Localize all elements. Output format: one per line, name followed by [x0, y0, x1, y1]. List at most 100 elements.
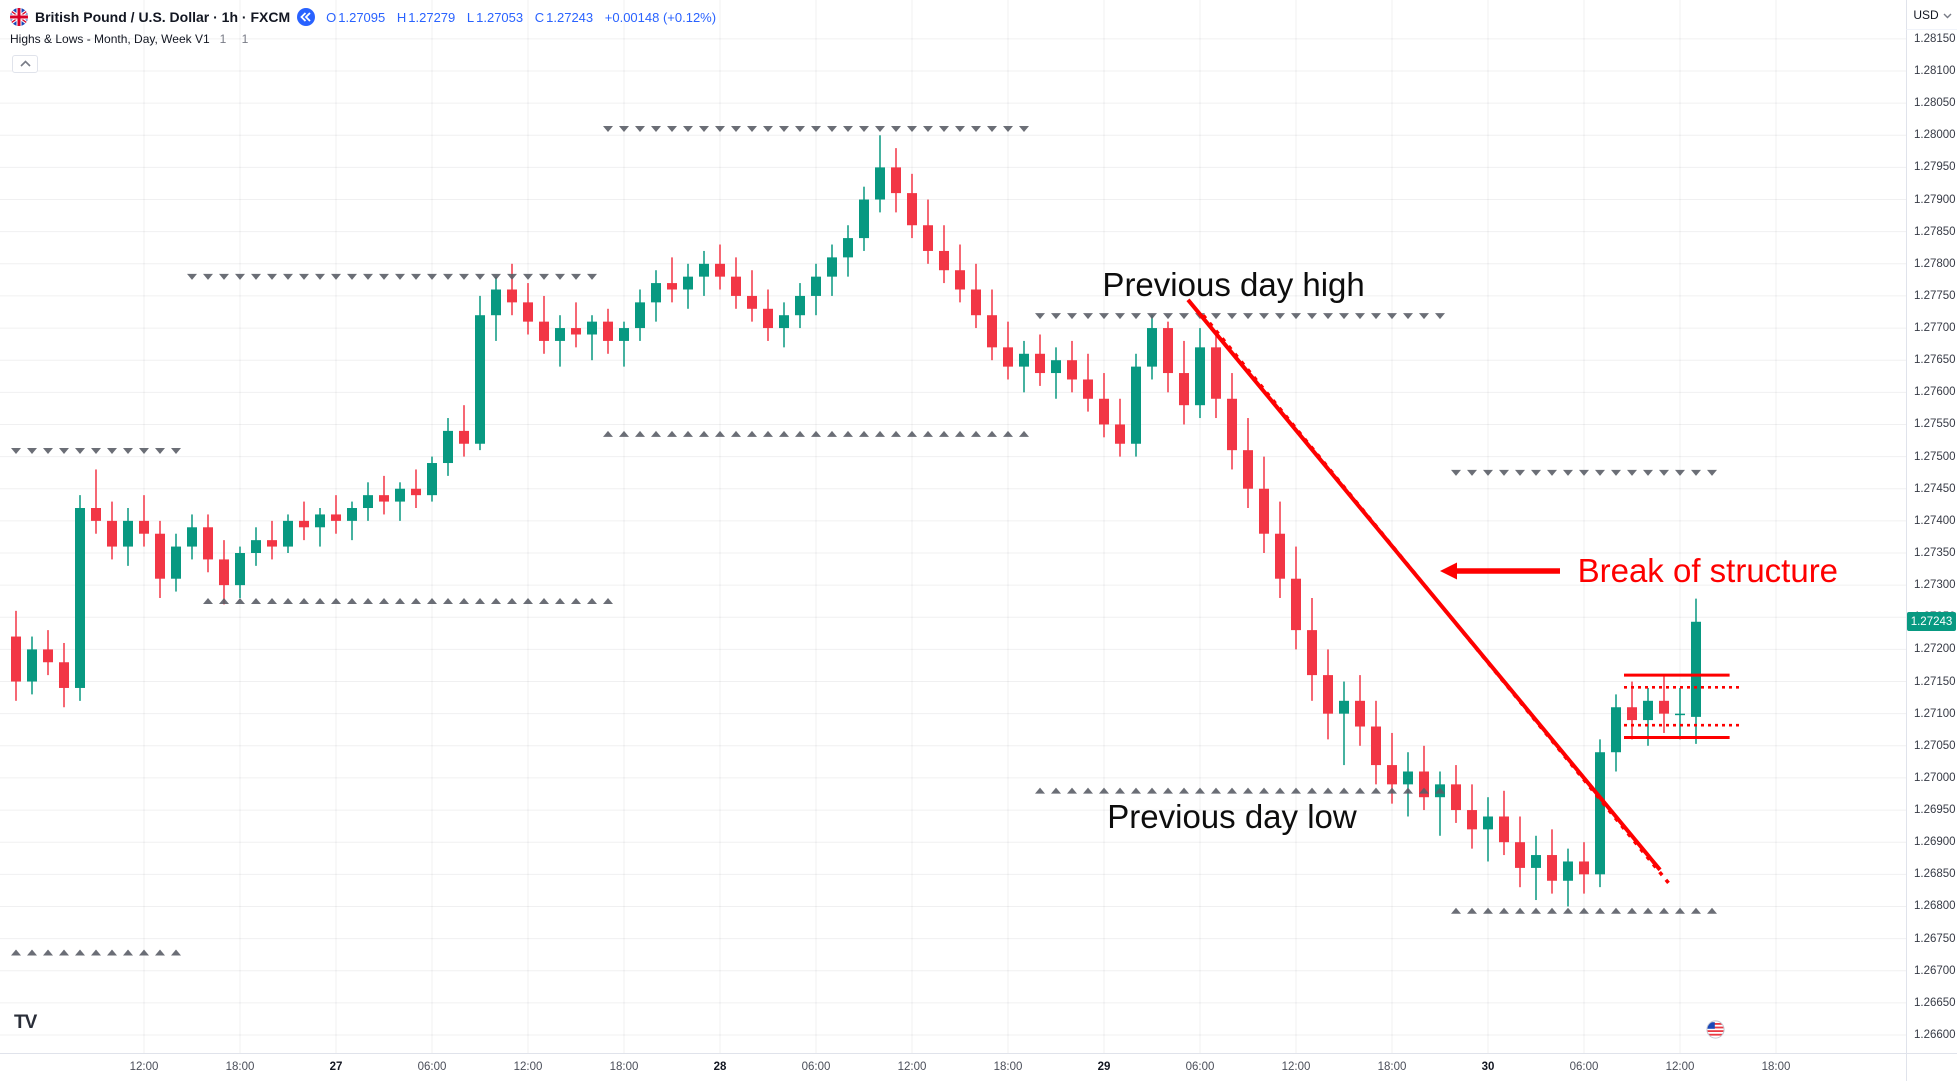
candle: [1611, 694, 1621, 772]
time-tick-label: 30: [1481, 1061, 1495, 1073]
low-marker-icon: [1451, 907, 1461, 914]
low-marker-icon: [523, 597, 533, 604]
low-marker-icon: [1035, 787, 1045, 794]
high-marker-icon: [1275, 313, 1285, 320]
high-marker-icon: [1515, 469, 1525, 476]
high-marker-icon: [475, 273, 485, 280]
low-marker-icon: [1003, 430, 1013, 437]
candle: [139, 495, 149, 547]
candle: [1355, 675, 1365, 746]
candle: [603, 308, 613, 354]
candle: [635, 289, 645, 341]
candle: [1003, 321, 1013, 380]
high-marker-icon: [651, 126, 661, 133]
high-marker-icon: [411, 273, 421, 280]
price-tick-label: 1.26750: [1914, 932, 1956, 945]
high-marker-icon: [1051, 313, 1061, 320]
candle: [1419, 745, 1429, 811]
low-marker-icon: [1467, 907, 1477, 914]
time-tick-label: 29: [1097, 1061, 1111, 1073]
price-axis[interactable]: 1.28150 1.28100 1.28050 1.28000 1.27950 1.279…: [1906, 0, 1957, 1053]
price-tick-label: 1.27400: [1914, 514, 1956, 527]
high-marker-icon: [907, 126, 917, 133]
candle: [1403, 752, 1413, 817]
prev-day-low-label[interactable]: Previous day low: [1107, 798, 1357, 836]
high-marker-icon: [1563, 469, 1573, 476]
candle: [747, 270, 757, 322]
low-marker-icon: [1371, 787, 1381, 794]
high-marker-icon: [1099, 313, 1109, 320]
candle: [1243, 418, 1253, 509]
high-marker-icon: [507, 273, 517, 280]
low-marker-icon: [763, 430, 773, 437]
break-of-structure-label[interactable]: Break of structure: [1577, 551, 1839, 589]
price-tick-label: 1.27700: [1914, 322, 1956, 335]
currency-selector[interactable]: USD: [1906, 0, 1957, 30]
low-marker-icon: [155, 949, 165, 956]
time-tick-label: 12:00: [1665, 1061, 1695, 1073]
candle: [667, 257, 677, 303]
candle: [475, 295, 485, 451]
candle: [171, 533, 181, 592]
high-marker-icon: [299, 273, 309, 280]
chart-pane[interactable]: [0, 0, 1957, 1053]
candle: [427, 456, 437, 502]
candle: [251, 527, 261, 566]
candle: [779, 302, 789, 348]
high-marker-icon: [715, 126, 725, 133]
drawings-layer[interactable]: [1186, 298, 1743, 889]
legend-collapse-button[interactable]: [12, 55, 38, 73]
price-tick-label: 1.27300: [1914, 579, 1956, 592]
candle: [379, 475, 389, 515]
high-marker-icon: [107, 448, 117, 455]
high-marker-icon: [347, 273, 357, 280]
time-tick-label: 06:00: [1569, 1061, 1599, 1073]
price-tick-label: 1.26600: [1914, 1029, 1956, 1041]
candle: [763, 289, 773, 341]
candle: [651, 270, 661, 322]
candle: [219, 540, 229, 605]
high-marker-icon: [219, 273, 229, 280]
high-marker-icon: [1019, 126, 1029, 133]
chevron-up-icon: [19, 55, 32, 73]
time-tick-label: 28: [713, 1061, 727, 1073]
time-axis[interactable]: 12:00 18:00 27 06:00 12:00 18:00 28 06:00 12:00 1…: [0, 1053, 1957, 1081]
low-marker-icon: [475, 597, 485, 604]
candle: [1547, 829, 1557, 894]
indicator-title[interactable]: Highs & Lows - Month, Day, Week V1: [10, 32, 210, 46]
low-marker-icon: [987, 430, 997, 437]
high-marker-icon: [539, 273, 549, 280]
chart-legend: British Pound / U.S. Dollar · 1h · FXCM …: [10, 7, 724, 73]
low-marker-icon: [1051, 787, 1061, 794]
low-marker-icon: [1483, 907, 1493, 914]
high-marker-icon: [187, 273, 197, 280]
high-marker-icon: [1611, 469, 1621, 476]
candle: [699, 250, 709, 296]
symbol-title[interactable]: British Pound / U.S. Dollar · 1h · FXCM: [35, 9, 291, 25]
high-marker-icon: [75, 448, 85, 455]
candle: [907, 173, 917, 239]
low-marker-icon: [555, 597, 565, 604]
high-marker-icon: [315, 273, 325, 280]
low-marker-icon: [75, 949, 85, 956]
prev-day-high-label[interactable]: Previous day high: [1102, 266, 1365, 303]
us-flag-event-icon[interactable]: [1706, 1020, 1725, 1039]
time-tick-label: 18:00: [1761, 1061, 1791, 1073]
low-marker-icon: [139, 949, 149, 956]
time-tick-label: 27: [329, 1061, 343, 1073]
candle: [1051, 347, 1061, 399]
double-chevron-left-icon[interactable]: [297, 8, 316, 26]
arrow-head-left-icon: [1440, 562, 1457, 580]
price-tick-label: 1.26950: [1914, 804, 1956, 817]
candle: [1163, 321, 1173, 393]
price-tick-label: 1.27350: [1914, 547, 1956, 559]
candle: [795, 283, 805, 329]
price-tick-label: 1.27100: [1914, 707, 1956, 720]
candle: [363, 482, 373, 521]
candle: [683, 263, 693, 309]
low-marker-icon: [779, 430, 789, 437]
low-marker-icon: [971, 430, 981, 437]
low-marker-icon: [571, 597, 581, 604]
tradingview-logo[interactable]: TV: [14, 1012, 37, 1033]
low-marker-icon: [1659, 907, 1669, 914]
